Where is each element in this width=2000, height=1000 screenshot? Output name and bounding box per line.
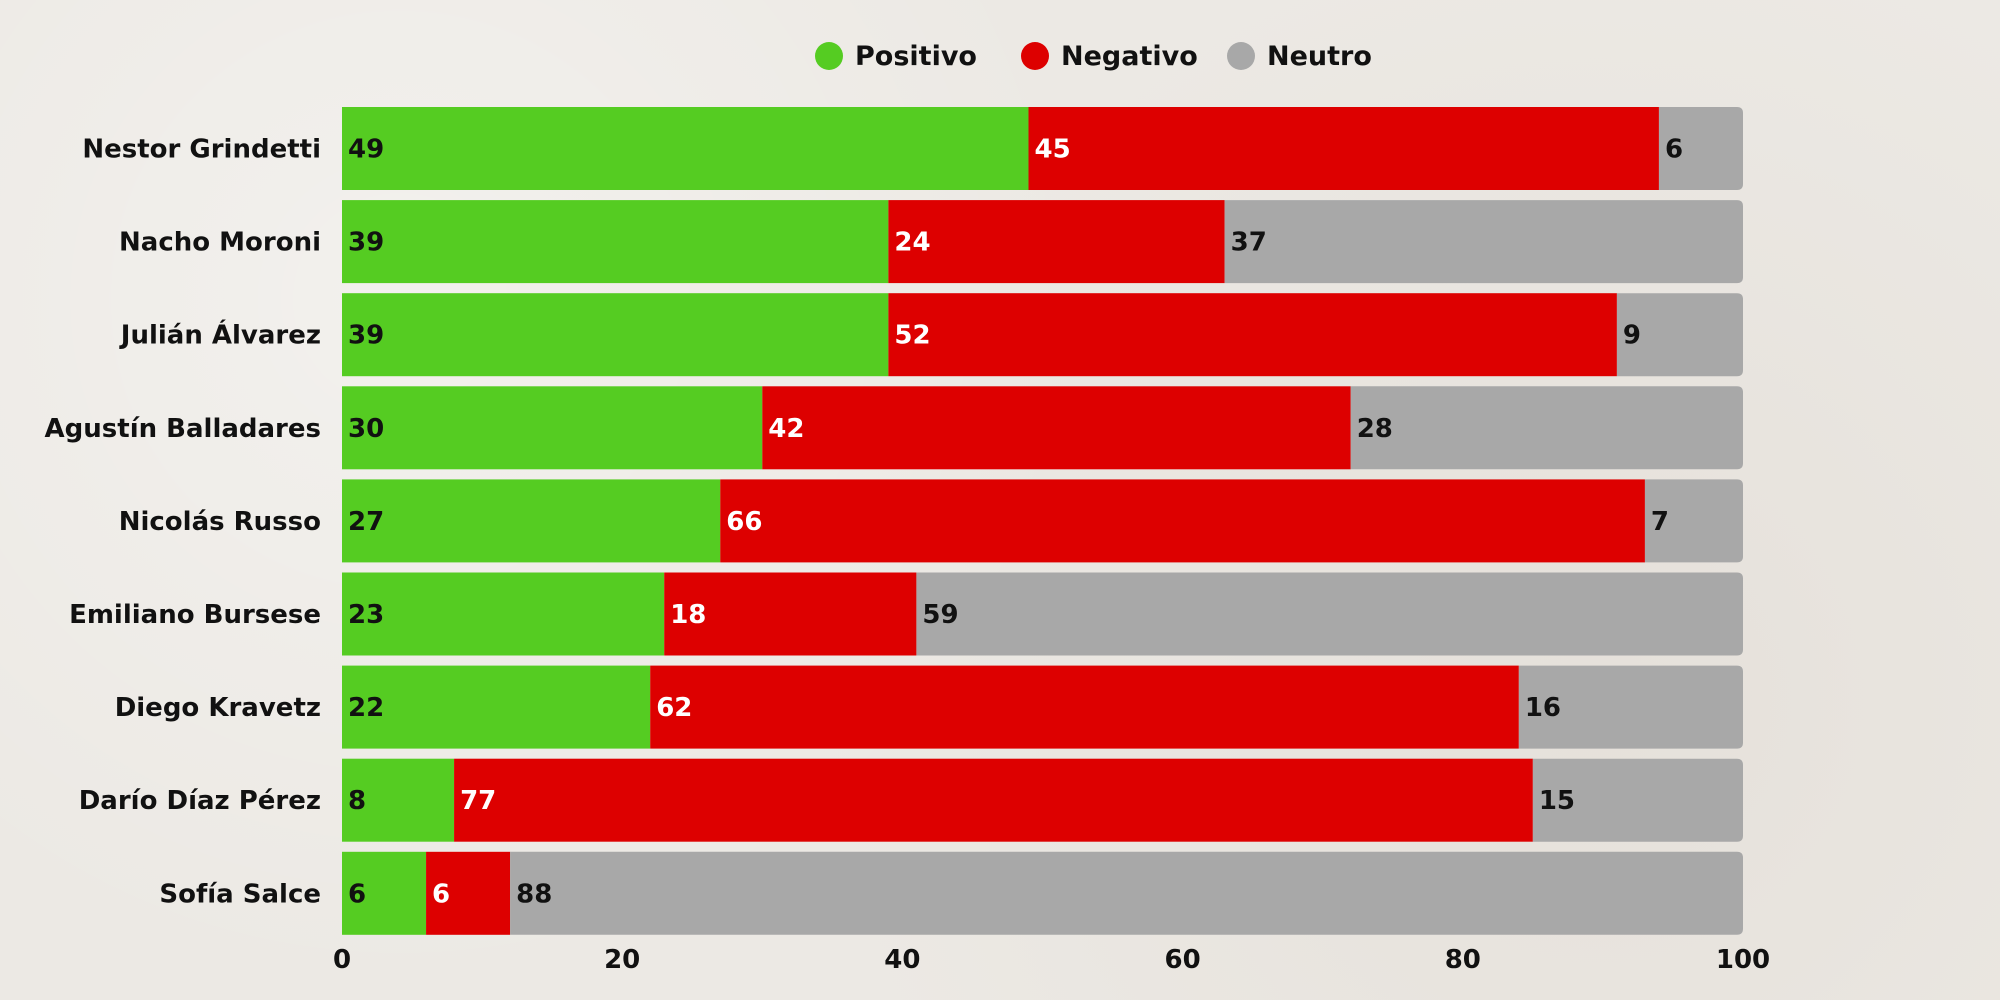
- category-label-julian-alvarez: Julián Álvarez: [119, 319, 321, 351]
- category-label-sofia-salce: Sofía Salce: [159, 879, 321, 909]
- bar-neutro-diego-kravetz: [1518, 665, 1743, 749]
- x-tick-label-0: 0: [333, 945, 351, 975]
- value-label-positivo-emiliano-bursese: 23: [348, 600, 384, 630]
- bar-neutro-nacho-moroni: [1224, 200, 1743, 284]
- bar-positivo-agustin-balladares: [342, 386, 763, 470]
- bar-neutro-emiliano-bursese: [916, 572, 1743, 656]
- value-label-positivo-dario-diaz-perez: 8: [348, 786, 366, 816]
- value-label-negativo-diego-kravetz: 62: [656, 693, 692, 723]
- x-tick-label-20: 20: [604, 945, 640, 975]
- value-label-positivo-sofia-salce: 6: [348, 879, 366, 909]
- x-tick-label-60: 60: [1165, 945, 1201, 975]
- value-label-neutro-dario-diaz-perez: 15: [1539, 786, 1575, 816]
- legend-swatch-positivo: [815, 42, 843, 70]
- value-label-positivo-julian-alvarez: 39: [348, 321, 384, 351]
- category-label-nacho-moroni: Nacho Moroni: [119, 228, 321, 258]
- bar-negativo-dario-diaz-perez: [454, 758, 1533, 842]
- value-label-positivo-agustin-balladares: 30: [348, 414, 384, 444]
- value-label-neutro-nacho-moroni: 37: [1231, 228, 1267, 258]
- bar-negativo-emiliano-bursese: [664, 572, 917, 656]
- value-label-neutro-agustin-balladares: 28: [1357, 414, 1393, 444]
- legend: Positivo Negativo Neutro: [815, 41, 1372, 72]
- value-label-negativo-nestor-grindetti: 45: [1034, 135, 1070, 165]
- value-label-neutro-diego-kravetz: 16: [1525, 693, 1561, 723]
- category-label-nestor-grindetti: Nestor Grindetti: [82, 135, 321, 165]
- x-axis-ticks: 0 20 40 60 80 100: [333, 945, 1770, 975]
- bar-positivo-dario-diaz-perez: [342, 758, 455, 842]
- value-label-positivo-nestor-grindetti: 49: [348, 135, 384, 165]
- x-tick-label-100: 100: [1716, 945, 1770, 975]
- category-label-nicolas-russo: Nicolás Russo: [119, 507, 321, 537]
- value-label-negativo-dario-diaz-perez: 77: [460, 786, 496, 816]
- value-label-positivo-nacho-moroni: 39: [348, 228, 384, 258]
- legend-label-positivo: Positivo: [855, 41, 977, 72]
- bar-positivo-nacho-moroni: [342, 200, 889, 284]
- bar-neutro-julian-alvarez: [1616, 293, 1743, 377]
- bar-neutro-nicolas-russo: [1644, 479, 1743, 563]
- legend-label-negativo: Negativo: [1061, 41, 1198, 72]
- bar-neutro-agustin-balladares: [1350, 386, 1743, 470]
- legend-label-neutro: Neutro: [1267, 41, 1372, 72]
- bar-positivo-sofia-salce: [342, 851, 427, 935]
- value-label-neutro-nestor-grindetti: 6: [1665, 135, 1683, 165]
- category-label-diego-kravetz: Diego Kravetz: [115, 693, 321, 723]
- value-label-neutro-emiliano-bursese: 59: [922, 600, 958, 630]
- x-tick-label-40: 40: [884, 945, 920, 975]
- value-label-negativo-nicolas-russo: 66: [726, 507, 762, 537]
- value-label-negativo-sofia-salce: 6: [432, 879, 450, 909]
- x-tick-label-80: 80: [1445, 945, 1481, 975]
- bar-positivo-nicolas-russo: [342, 479, 721, 563]
- value-label-neutro-sofia-salce: 88: [516, 879, 552, 909]
- bar-negativo-nacho-moroni: [888, 200, 1225, 284]
- legend-swatch-neutro: [1227, 42, 1255, 70]
- value-label-negativo-agustin-balladares: 42: [768, 414, 804, 444]
- bar-negativo-agustin-balladares: [762, 386, 1351, 470]
- legend-swatch-negativo: [1021, 42, 1049, 70]
- value-label-positivo-nicolas-russo: 27: [348, 507, 384, 537]
- bar-positivo-nestor-grindetti: [342, 107, 1029, 190]
- bar-negativo-sofia-salce: [426, 851, 511, 935]
- bar-positivo-emiliano-bursese: [342, 572, 665, 656]
- value-label-negativo-julian-alvarez: 52: [894, 321, 930, 351]
- value-label-negativo-emiliano-bursese: 18: [670, 600, 706, 630]
- value-label-negativo-nacho-moroni: 24: [894, 228, 930, 258]
- category-label-emiliano-bursese: Emiliano Bursese: [69, 600, 321, 630]
- bar-negativo-nestor-grindetti: [1028, 107, 1659, 190]
- value-label-positivo-diego-kravetz: 22: [348, 693, 384, 723]
- category-labels: Nestor Grindetti Nacho Moroni Julián Álvar…: [45, 135, 321, 910]
- bar-neutro-dario-diaz-perez: [1532, 758, 1743, 842]
- bar-negativo-julian-alvarez: [888, 293, 1617, 377]
- bar-neutro-nestor-grindetti: [1658, 107, 1743, 190]
- value-label-neutro-julian-alvarez: 9: [1623, 321, 1641, 351]
- bar-positivo-julian-alvarez: [342, 293, 889, 377]
- bar-negativo-nicolas-russo: [720, 479, 1645, 563]
- category-label-agustin-balladares: Agustín Balladares: [45, 414, 321, 444]
- category-label-dario-diaz-perez: Darío Díaz Pérez: [79, 786, 321, 816]
- bar-negativo-diego-kravetz: [650, 665, 1519, 749]
- bar-positivo-diego-kravetz: [342, 665, 651, 749]
- bar-neutro-sofia-salce: [510, 851, 1743, 935]
- value-label-neutro-nicolas-russo: 7: [1651, 507, 1669, 537]
